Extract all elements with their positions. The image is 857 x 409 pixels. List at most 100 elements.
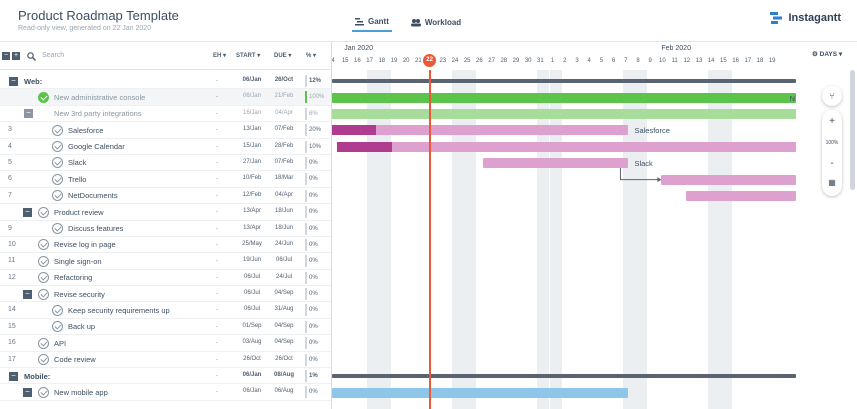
task-due-date[interactable]: 07/Feb bbox=[274, 158, 294, 165]
group-toggle-icon[interactable]: − bbox=[23, 387, 32, 397]
search-icon[interactable] bbox=[27, 52, 36, 61]
task-due-date[interactable]: 26/Oct bbox=[274, 77, 294, 83]
gantt-bar[interactable] bbox=[332, 109, 796, 119]
expand-all-button[interactable]: + bbox=[12, 52, 20, 60]
task-due-date[interactable]: 24/Jun bbox=[274, 240, 293, 247]
task-start-date[interactable]: 06/Jan bbox=[242, 93, 261, 100]
task-progress[interactable]: 0% bbox=[305, 255, 323, 268]
table-row[interactable]: 7 NetDocuments - 12/Feb 04/Apr 0% bbox=[0, 188, 331, 205]
table-row[interactable]: New administrative console - 06/Jan 21/Feb 1… bbox=[0, 89, 331, 106]
vertical-scrollbar[interactable] bbox=[850, 70, 855, 190]
task-start-date[interactable]: 15/Jan bbox=[242, 142, 261, 149]
check-circle-icon[interactable] bbox=[38, 255, 49, 267]
gantt-bar[interactable] bbox=[336, 141, 796, 152]
tab-workload[interactable]: Workload bbox=[408, 12, 464, 32]
task-progress[interactable]: 12% bbox=[305, 75, 323, 87]
task-name[interactable]: API bbox=[54, 338, 67, 348]
gantt-bar[interactable] bbox=[483, 158, 629, 169]
task-start-date[interactable]: 13/Apr bbox=[243, 208, 261, 215]
table-row[interactable]: 4 Google Calendar - 15/Jan 28/Feb 10% bbox=[0, 139, 331, 155]
tab-gantt[interactable]: Gantt bbox=[352, 12, 392, 32]
task-due-date[interactable]: 06/Jul bbox=[275, 257, 292, 264]
column-start[interactable]: START ▾ bbox=[236, 53, 261, 59]
task-due-date[interactable]: 07/Feb bbox=[274, 126, 294, 133]
check-circle-icon[interactable] bbox=[52, 173, 63, 185]
task-progress[interactable]: 0% bbox=[305, 156, 323, 169]
group-toggle-icon[interactable]: − bbox=[23, 207, 32, 217]
task-name[interactable]: Trello bbox=[68, 174, 87, 184]
task-start-date[interactable]: 13/Apr bbox=[243, 224, 261, 231]
gantt-bar[interactable] bbox=[332, 92, 796, 103]
task-progress[interactable]: 20% bbox=[305, 124, 323, 137]
task-progress[interactable]: 6% bbox=[305, 107, 323, 120]
gantt-bar[interactable] bbox=[685, 191, 796, 201]
task-name[interactable]: Mobile: bbox=[24, 371, 51, 381]
task-due-date[interactable]: 24/Jul bbox=[275, 273, 292, 280]
task-start-date[interactable]: 19/Jun bbox=[242, 257, 261, 264]
task-name[interactable]: NetDocuments bbox=[68, 191, 118, 201]
task-progress[interactable]: 0% bbox=[305, 353, 323, 366]
table-row[interactable]: 14 Keep security requirements up - 06/Jul 31… bbox=[0, 302, 331, 319]
column-due[interactable]: DUE ▾ bbox=[274, 53, 292, 59]
task-progress[interactable]: 0% bbox=[305, 222, 323, 235]
map-icon[interactable]: ▦ bbox=[828, 178, 836, 187]
task-start-date[interactable]: 12/Feb bbox=[242, 191, 262, 198]
table-row[interactable]: − Revise security - 06/Jul 04/Sep 0% bbox=[0, 286, 331, 303]
task-start-date[interactable]: 06/Jan bbox=[242, 388, 261, 395]
group-toggle-icon[interactable]: − bbox=[23, 289, 32, 299]
table-row[interactable]: 16 API - 03/Aug 04/Sep 0% bbox=[0, 335, 331, 352]
task-start-date[interactable]: 06/Jul bbox=[243, 290, 260, 297]
task-name[interactable]: Single sign-on bbox=[54, 256, 102, 266]
task-start-date[interactable]: 01/Sep bbox=[242, 322, 262, 329]
check-circle-icon[interactable] bbox=[38, 272, 49, 284]
task-progress[interactable]: 0% bbox=[305, 189, 323, 202]
task-due-date[interactable]: 08/Aug bbox=[273, 372, 294, 379]
check-circle-icon[interactable] bbox=[38, 337, 49, 349]
task-due-date[interactable]: 06/Aug bbox=[274, 388, 294, 395]
column-percent[interactable]: % ▾ bbox=[306, 53, 317, 59]
check-circle-icon[interactable] bbox=[38, 206, 49, 218]
task-start-date[interactable]: 10/Feb bbox=[242, 175, 262, 182]
table-row[interactable]: − New mobile app - 06/Jan 06/Aug 0% bbox=[0, 384, 331, 401]
group-toggle-icon[interactable]: − bbox=[9, 371, 18, 381]
task-progress[interactable]: 0% bbox=[305, 304, 323, 317]
check-circle-icon[interactable] bbox=[38, 239, 49, 251]
task-progress[interactable]: 0% bbox=[305, 320, 323, 333]
table-row[interactable]: − Web: - 06/Jan 26/Oct 12% bbox=[0, 73, 331, 90]
task-progress[interactable]: 0% bbox=[305, 238, 323, 251]
check-circle-icon[interactable] bbox=[52, 141, 63, 153]
task-due-date[interactable]: 31/Aug bbox=[274, 306, 294, 313]
task-due-date[interactable]: 18/Jun bbox=[274, 208, 293, 215]
task-due-date[interactable]: 04/Sep bbox=[274, 339, 294, 346]
gantt-bar[interactable] bbox=[332, 79, 796, 84]
task-progress[interactable]: 0% bbox=[305, 337, 323, 350]
task-start-date[interactable]: 06/Jul bbox=[243, 306, 260, 313]
task-name[interactable]: Discuss features bbox=[68, 224, 124, 234]
task-name[interactable]: Refactoring bbox=[54, 273, 93, 283]
table-row[interactable]: − New 3rd party integrations - 16/Jan 04/Apr… bbox=[0, 106, 331, 123]
task-due-date[interactable]: 28/Feb bbox=[274, 142, 294, 149]
table-row[interactable]: 12 Refactoring - 06/Jul 24/Jul 0% bbox=[0, 270, 331, 287]
table-row[interactable]: 3 Salesforce - 13/Jan 07/Feb 20% bbox=[0, 122, 331, 139]
gantt-bar[interactable] bbox=[332, 125, 629, 136]
task-name[interactable]: New administrative console bbox=[54, 92, 146, 102]
check-circle-icon[interactable] bbox=[38, 386, 49, 398]
task-name[interactable]: Revise security bbox=[54, 289, 105, 299]
task-progress[interactable]: 0% bbox=[305, 271, 323, 284]
check-circle-icon[interactable] bbox=[52, 304, 63, 316]
task-due-date[interactable]: 18/Jun bbox=[274, 224, 293, 231]
task-name[interactable]: Back up bbox=[68, 322, 96, 332]
table-row[interactable]: − Mobile: - 06/Jan 08/Aug 1% bbox=[0, 368, 331, 385]
check-circle-icon[interactable] bbox=[52, 223, 63, 235]
zoom-out-button[interactable]: - bbox=[830, 158, 834, 169]
collapse-all-button[interactable]: − bbox=[2, 52, 10, 60]
task-name[interactable]: Slack bbox=[68, 158, 87, 168]
task-name[interactable]: New mobile app bbox=[54, 387, 108, 397]
task-name[interactable]: Web: bbox=[24, 76, 43, 86]
task-progress[interactable]: 0% bbox=[305, 173, 323, 186]
task-start-date[interactable]: 13/Jan bbox=[242, 126, 261, 133]
task-start-date[interactable]: 25/May bbox=[242, 240, 262, 247]
task-progress[interactable]: 1% bbox=[305, 370, 323, 383]
gantt-bar[interactable] bbox=[332, 374, 796, 379]
check-circle-icon[interactable] bbox=[38, 288, 49, 300]
